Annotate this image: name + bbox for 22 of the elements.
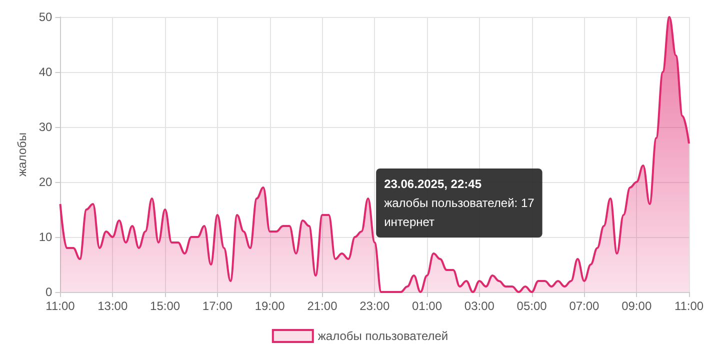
annotation: 23.06.2025, 22:45 жалобы пользователей: 17 интернет	[384, 177, 535, 229]
x-tick-label: 23:00	[360, 299, 390, 313]
y-tick-label: 40	[38, 65, 53, 79]
y-tick-label: 50	[38, 10, 53, 24]
y-tick-label: 10	[38, 230, 53, 244]
x-tick-label: 09:00	[622, 299, 652, 313]
x-tick-label: 11:00	[674, 299, 704, 313]
x-tick-label: 21:00	[307, 299, 338, 313]
x-tick-label: 03:00	[464, 299, 495, 313]
x-tick-label: 15:00	[150, 299, 180, 313]
x-tick-label: 01:00	[412, 299, 442, 313]
x-tick-label: 11:00	[46, 299, 76, 313]
y-axis-title: жалобы	[15, 132, 29, 177]
y-tick-label: 0	[46, 285, 53, 299]
x-tick-label: 13:00	[98, 299, 128, 313]
y-tick-label: 20	[38, 175, 53, 189]
x-tick-label: 05:00	[516, 299, 548, 313]
x-tick-label: 19:00	[254, 299, 286, 313]
x-tick-label: 07:00	[569, 299, 600, 313]
x-tick-label: 17:00	[202, 299, 233, 313]
legend-label: жалобы пользователей	[318, 329, 448, 343]
y-tick-label: 30	[38, 120, 53, 134]
